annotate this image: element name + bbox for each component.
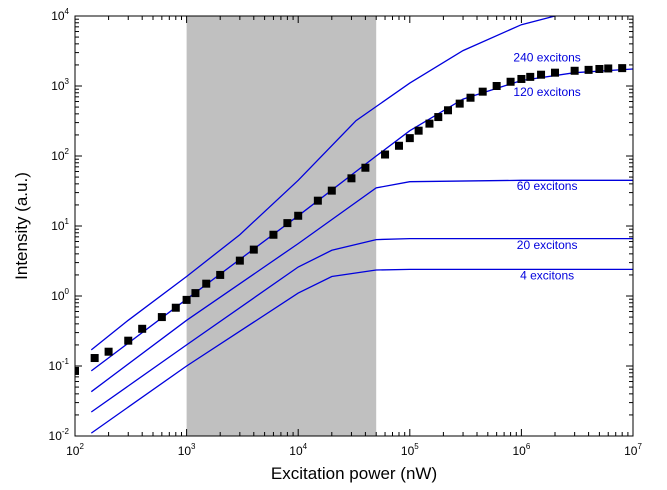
x-tick-label: 104 <box>289 442 307 458</box>
data-point <box>394 141 403 150</box>
data-point <box>104 347 113 356</box>
shaded-region <box>186 16 377 436</box>
x-tick-labels: 102 103 104 105 106 107 <box>66 442 642 458</box>
curve-label: 20 excitons <box>517 238 578 252</box>
y-tick-label: 100 <box>51 287 69 303</box>
data-point <box>283 219 292 228</box>
data-point <box>434 113 443 122</box>
data-point <box>182 295 191 304</box>
y-tick-label: 101 <box>51 217 69 233</box>
x-tick-label: 107 <box>624 442 642 458</box>
data-point <box>361 163 370 172</box>
data-point <box>75 366 79 375</box>
data-point <box>347 174 356 183</box>
x-tick-label: 105 <box>401 442 419 458</box>
measured-markers <box>75 64 627 375</box>
curve-240-excitons <box>90 16 556 351</box>
curve-20-excitons <box>90 237 633 413</box>
data-point <box>191 289 200 298</box>
data-point <box>570 66 579 75</box>
y-tick-labels: 10-2 10-1 100 101 102 103 104 <box>49 7 70 443</box>
data-point <box>294 211 303 220</box>
data-point <box>444 106 453 115</box>
data-point <box>425 119 434 128</box>
data-point <box>584 65 593 74</box>
data-point <box>216 270 225 279</box>
data-point <box>313 196 322 205</box>
data-point <box>537 70 546 79</box>
data-point <box>124 336 133 345</box>
curve-60-excitons <box>90 179 633 393</box>
y-tick-label: 10-2 <box>49 427 70 443</box>
y-tick-label: 102 <box>51 147 69 163</box>
data-point <box>405 134 414 143</box>
data-point <box>595 64 604 73</box>
axis-ticks <box>74 15 634 437</box>
y-axis-label: Intensity (a.u.) <box>12 172 31 280</box>
data-point <box>381 150 390 159</box>
data-point <box>414 126 423 135</box>
data-point <box>506 77 515 86</box>
data-point <box>202 279 211 288</box>
data-point <box>550 68 559 77</box>
data-point <box>269 230 278 239</box>
data-point <box>90 354 99 363</box>
curve-label: 240 excitons <box>513 50 580 64</box>
data-point <box>517 74 526 83</box>
curve-label: 60 excitons <box>517 179 578 193</box>
data-point <box>327 186 336 195</box>
data-point <box>171 303 180 312</box>
curve-label: 4 excitons <box>520 269 574 283</box>
data-point <box>157 313 166 322</box>
data-point <box>478 87 487 96</box>
y-tick-label: 103 <box>51 77 69 93</box>
x-tick-label: 102 <box>66 442 84 458</box>
curve-4-excitons <box>90 268 633 434</box>
curve-labels: 240 excitons 120 excitons 60 excitons 20 ex… <box>513 50 580 282</box>
data-point <box>526 72 535 81</box>
data-point <box>235 256 244 265</box>
plot-area: 240 excitons 120 excitons 60 excitons 20 ex… <box>74 15 634 437</box>
data-point <box>249 245 258 254</box>
data-point <box>618 64 627 73</box>
x-tick-label: 106 <box>512 442 530 458</box>
y-tick-label: 104 <box>51 7 69 23</box>
data-point <box>138 324 147 333</box>
data-point <box>604 64 613 73</box>
y-tick-label: 10-1 <box>49 357 70 373</box>
x-tick-label: 103 <box>178 442 196 458</box>
curve-label: 120 excitons <box>513 85 580 99</box>
x-axis-label: Excitation power (nW) <box>271 464 437 483</box>
data-point <box>492 82 501 90</box>
data-point <box>455 99 464 108</box>
data-point <box>466 93 475 102</box>
